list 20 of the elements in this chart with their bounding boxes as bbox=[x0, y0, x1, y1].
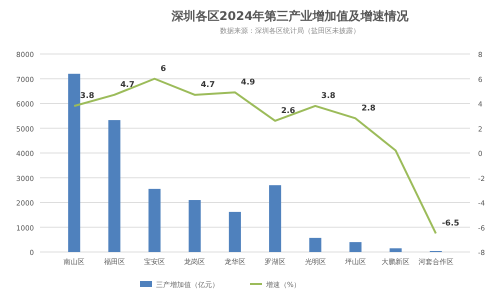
data-label: -6.5 bbox=[442, 218, 460, 228]
data-label: 3.8 bbox=[80, 90, 95, 100]
bar bbox=[228, 212, 241, 252]
data-label: 4.9 bbox=[240, 77, 256, 86]
bar bbox=[108, 120, 120, 252]
data-label: 4.7 bbox=[120, 80, 135, 89]
bar bbox=[390, 248, 402, 252]
data-label: 2.8 bbox=[361, 103, 376, 112]
data-label: 4.7 bbox=[200, 80, 215, 89]
data-label: 3.8 bbox=[321, 90, 336, 100]
bar bbox=[309, 238, 322, 252]
bar bbox=[349, 242, 362, 252]
data-label: 6 bbox=[160, 64, 167, 73]
bar bbox=[148, 188, 161, 252]
bar bbox=[68, 74, 80, 252]
data-label: 2.6 bbox=[281, 106, 296, 115]
line-series bbox=[73, 78, 437, 234]
bar bbox=[188, 200, 201, 252]
bar bbox=[269, 185, 282, 252]
chart-title: 深圳各区2024年第三产业增加值及增速情况 bbox=[170, 9, 410, 23]
